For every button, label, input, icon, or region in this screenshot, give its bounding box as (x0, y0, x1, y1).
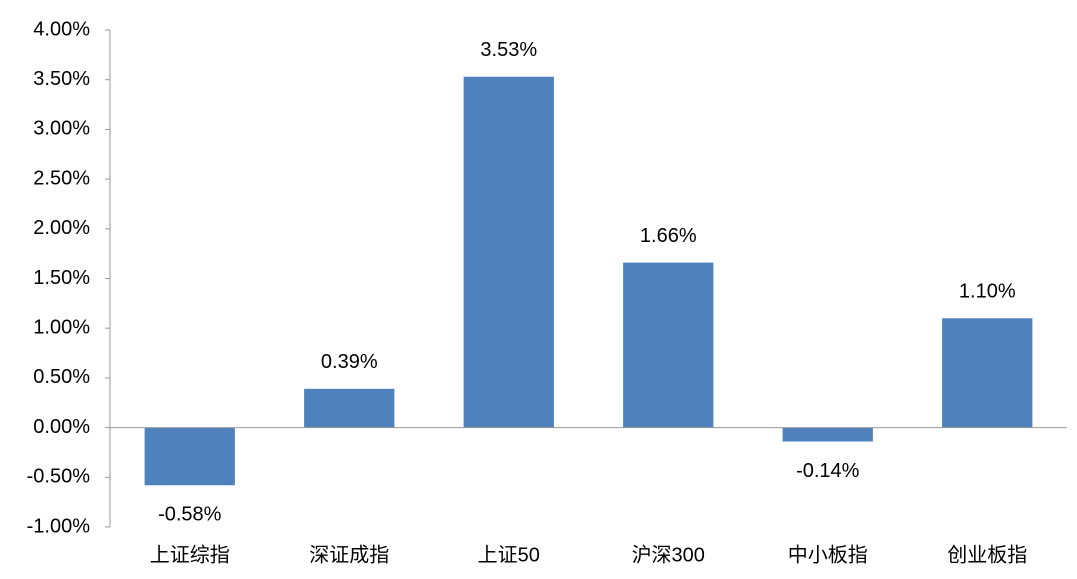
value-label: 1.66% (640, 225, 697, 247)
x-tick-label: 上证综指 (150, 543, 230, 566)
bar (623, 262, 714, 428)
y-tick-label: 0.50% (33, 366, 90, 388)
y-tick-label: 0.00% (33, 416, 90, 438)
value-label: 3.53% (480, 39, 537, 61)
bar (304, 388, 395, 428)
bar (463, 76, 554, 428)
x-tick-label: 上证50 (478, 543, 540, 566)
value-label: 0.39% (321, 351, 378, 373)
y-tick-label: -1.00% (27, 515, 91, 537)
value-label: -0.14% (796, 460, 860, 482)
y-tick-label: 2.00% (33, 217, 90, 239)
y-tick-label: 1.50% (33, 267, 90, 289)
y-tick-label: 3.50% (33, 68, 90, 90)
y-tick-label: 4.00% (33, 18, 90, 40)
y-tick-label: -0.50% (27, 466, 91, 488)
x-tick-label: 中小板指 (788, 543, 868, 566)
x-tick-label: 深证成指 (309, 543, 389, 566)
x-tick-label: 沪深300 (632, 543, 705, 566)
value-label: 1.10% (959, 281, 1016, 303)
y-tick-label: 2.50% (33, 167, 90, 189)
bar (144, 427, 235, 486)
x-tick-label: 创业板指 (947, 543, 1027, 566)
value-label: -0.58% (158, 504, 222, 526)
y-tick-label: 1.00% (33, 316, 90, 338)
y-tick-label: 3.00% (33, 118, 90, 140)
bar (942, 318, 1033, 428)
bar (782, 427, 873, 442)
